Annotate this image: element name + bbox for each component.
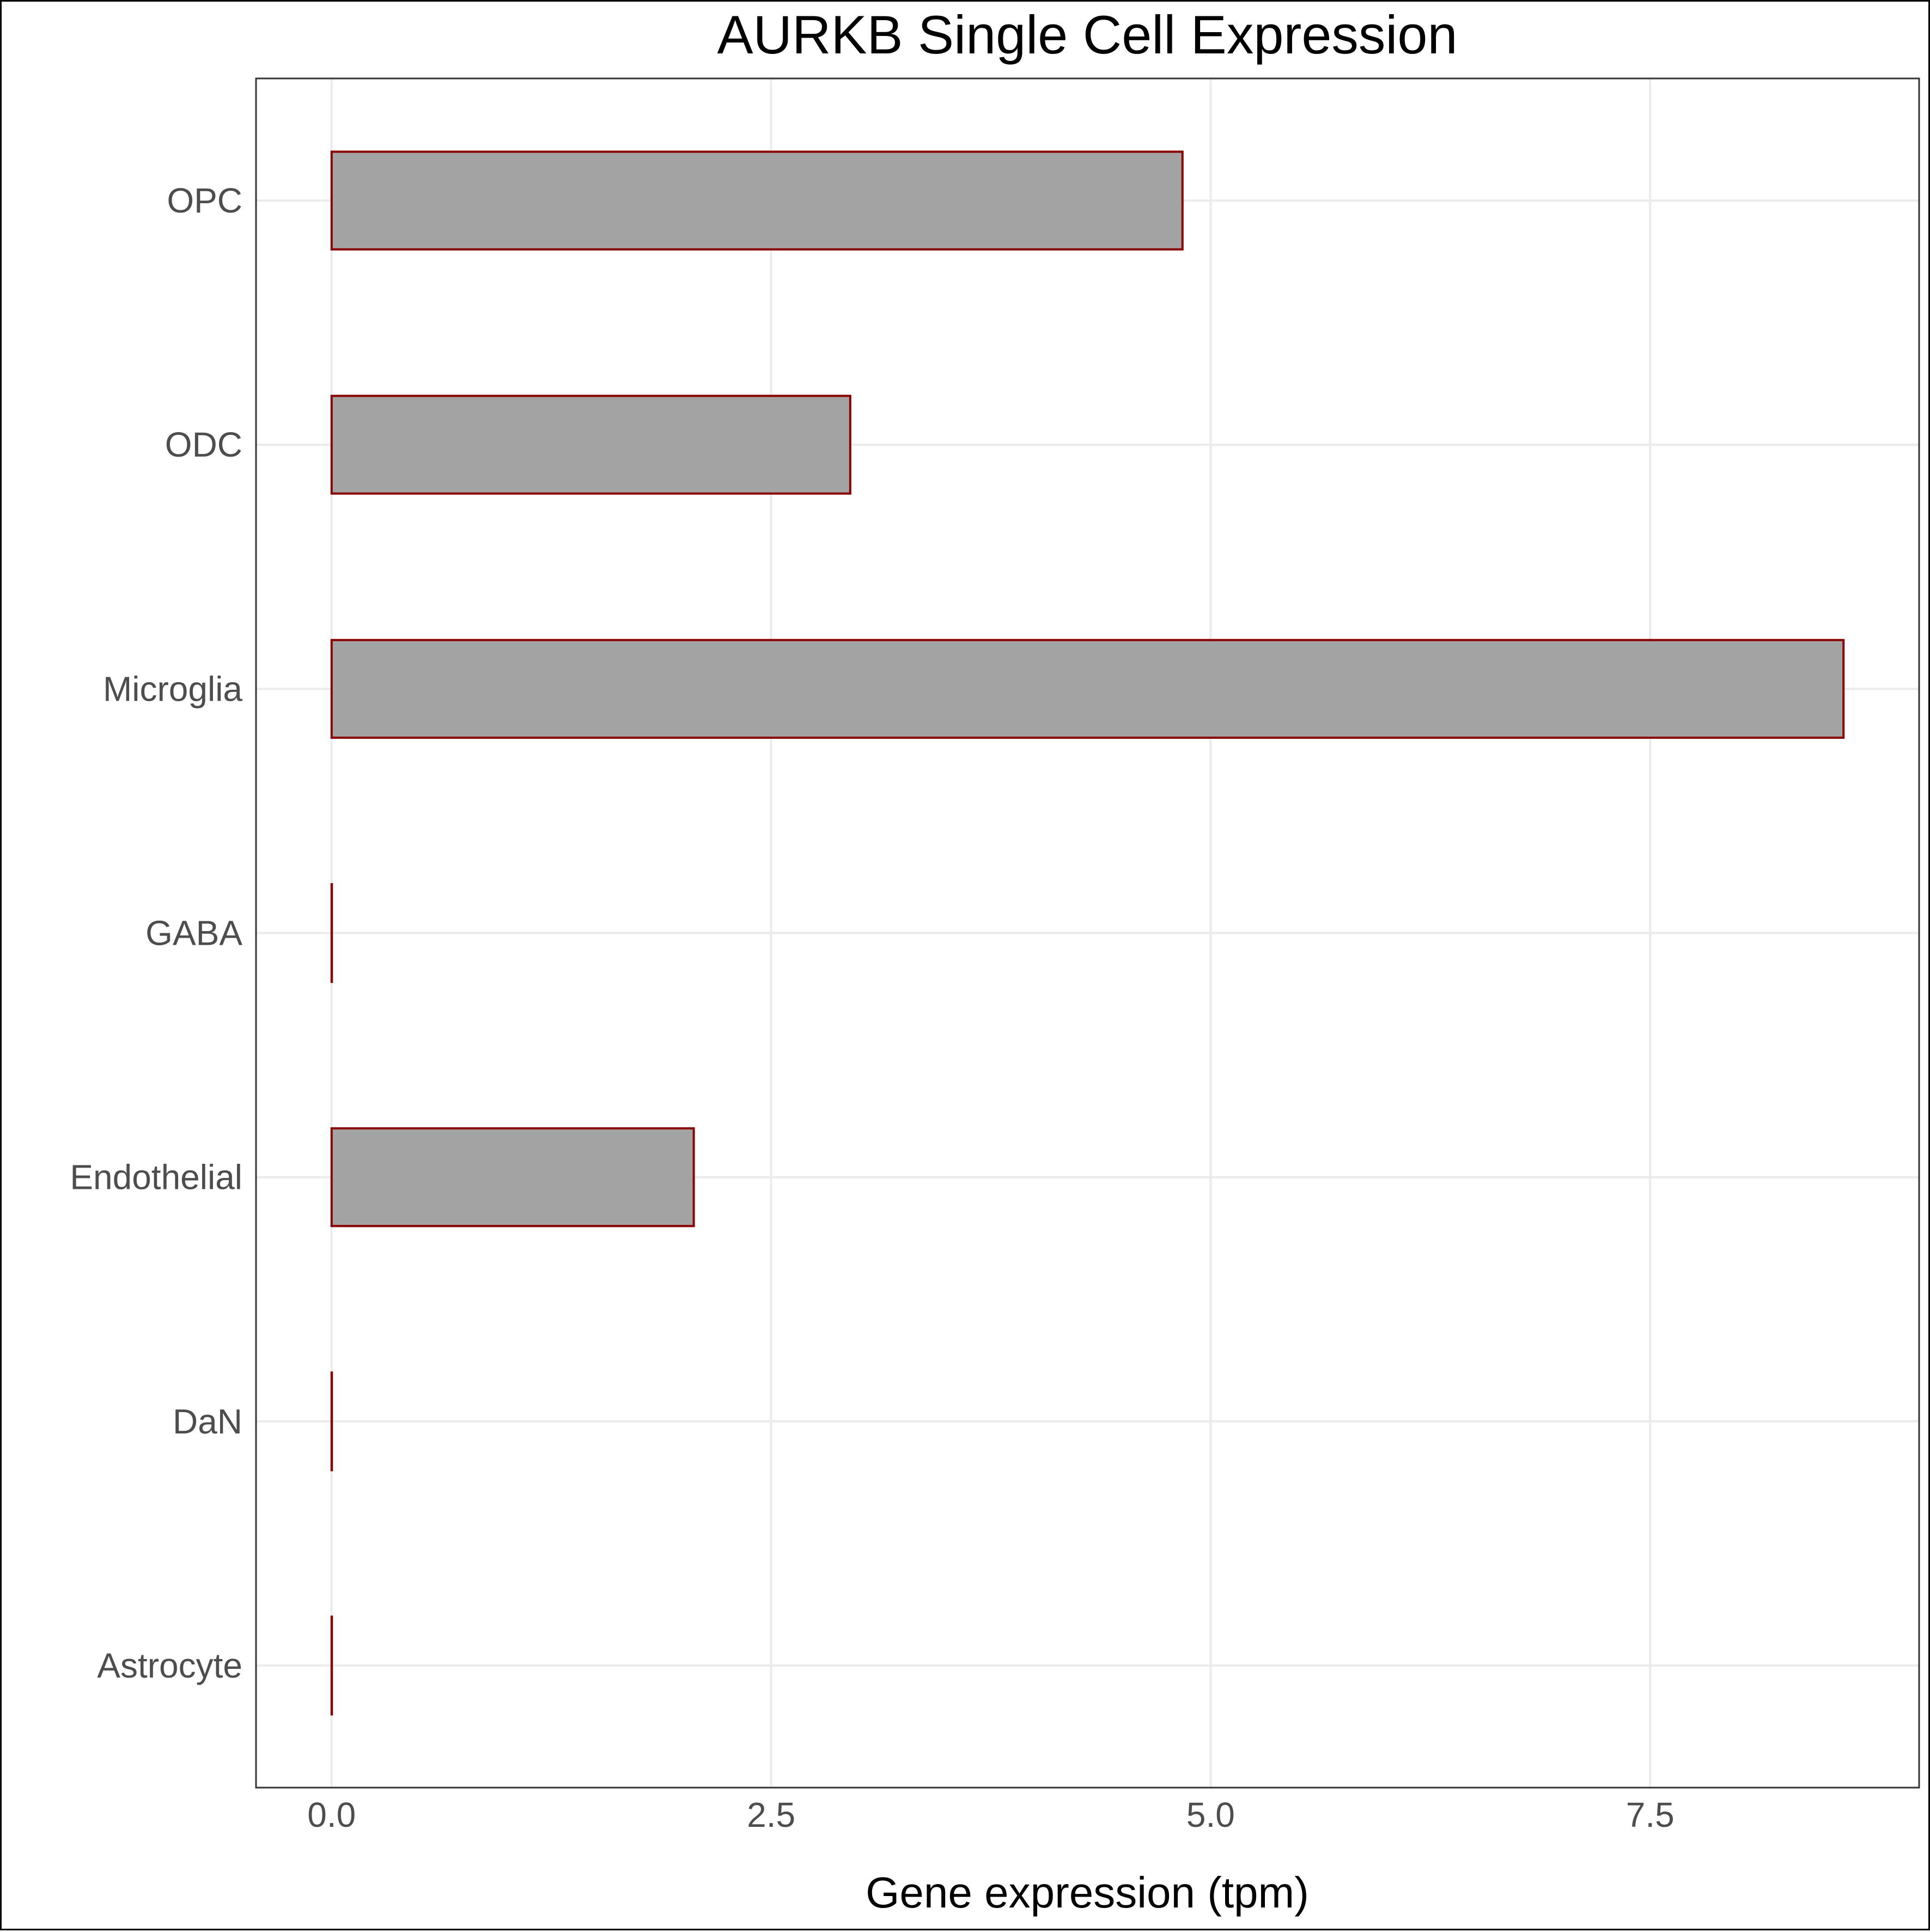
bar-opc <box>330 150 1184 251</box>
y-tick-label-odc: ODC <box>165 425 242 464</box>
x-tick-label-2-5: 2.5 <box>747 1795 795 1834</box>
x-tick-label-7-5: 7.5 <box>1626 1795 1675 1834</box>
y-tick-label-gaba: GABA <box>145 914 242 953</box>
x-tick-label-5: 5.0 <box>1186 1795 1235 1834</box>
x-tick-label-0: 0.0 <box>307 1795 356 1834</box>
panel-border <box>255 77 1920 1789</box>
bars <box>330 150 1845 1716</box>
y-tick-label-endothelial: Endothelial <box>70 1158 242 1197</box>
y-tick-labels: Astrocyte DaN Endothelial GABA Microglia ODC O… <box>70 181 242 1685</box>
gridlines <box>256 78 1919 1788</box>
y-tick-label-opc: OPC <box>167 181 242 220</box>
bar-odc <box>330 394 851 495</box>
x-axis-title: Gene expression (tpm) <box>866 1868 1309 1917</box>
x-tick-labels: 0.0 2.5 5.0 7.5 <box>307 1795 1674 1834</box>
chart-title: AURKB Single Cell Expression <box>717 4 1457 65</box>
bar-microglia <box>330 639 1845 739</box>
y-tick-label-dan: DaN <box>173 1402 242 1441</box>
y-tick-label-microglia: Microglia <box>103 669 242 708</box>
bar-endothelial <box>330 1127 695 1228</box>
y-tick-label-astrocyte: Astrocyte <box>97 1646 242 1685</box>
